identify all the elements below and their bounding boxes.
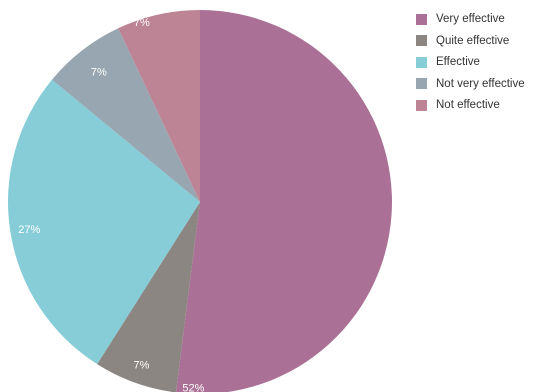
pie-value-labels: 52% 7% 27% 7% 7% <box>18 17 204 392</box>
pie-slice-not-very-effective <box>52 28 201 202</box>
legend-swatch <box>416 13 427 25</box>
legend-swatch <box>416 35 427 46</box>
pie-slice-quite-effective <box>97 202 200 392</box>
legend-swatch <box>416 56 427 68</box>
pie-slice-effective <box>7 79 200 365</box>
pie-label-quite-effective: 7% <box>134 360 150 372</box>
legend-item-effective: Effective <box>416 56 525 68</box>
legend-label: Quite effective <box>436 34 510 47</box>
legend-swatch <box>416 99 427 111</box>
pie-label-not-very-effective: 7% <box>91 67 107 79</box>
legend-label: Not very effective <box>436 77 525 90</box>
chart-legend: Very effective Quite effective Effective No… <box>416 13 525 121</box>
pie-slices <box>7 10 392 392</box>
legend-item-very-effective: Very effective <box>416 13 525 25</box>
legend-swatch <box>416 78 427 89</box>
pie-label-very-effective: 52% <box>182 383 204 392</box>
legend-label: Very effective <box>436 13 505 25</box>
legend-item-not-very-effective: Not very effective <box>416 78 525 90</box>
pie-label-effective: 27% <box>18 224 40 236</box>
legend-label: Not effective <box>436 99 500 111</box>
legend-item-quite-effective: Quite effective <box>416 35 525 47</box>
pie-label-not-effective: 7% <box>134 17 150 29</box>
legend-item-not-effective: Not effective <box>416 99 525 111</box>
pie-slice-not-effective <box>118 10 200 202</box>
legend-label: Effective <box>436 56 480 68</box>
pie-slice-very-effective <box>176 10 392 392</box>
